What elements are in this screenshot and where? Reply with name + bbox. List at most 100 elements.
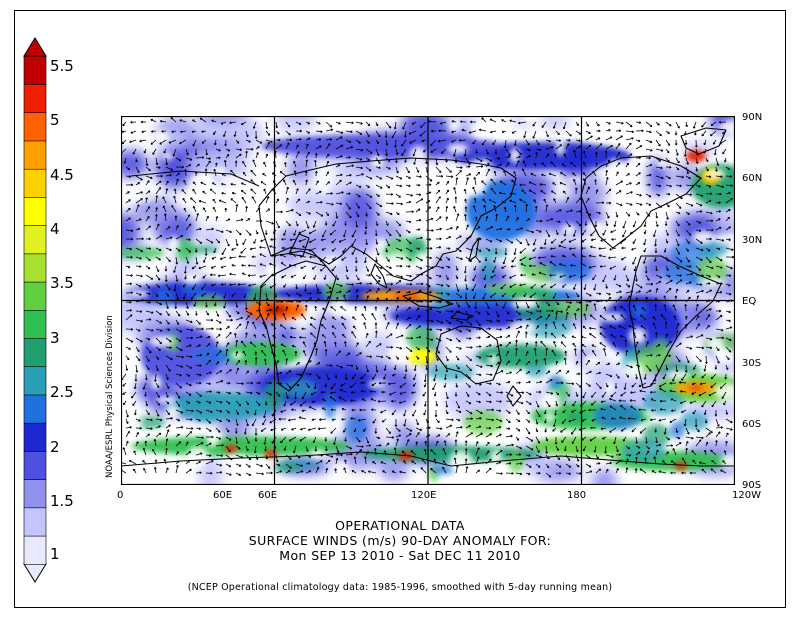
wind-vector xyxy=(515,238,522,245)
wind-vector xyxy=(725,216,730,222)
wind-vector xyxy=(551,190,557,195)
wind-vector-head xyxy=(604,150,607,153)
wind-vector-head xyxy=(259,253,262,256)
wind-vector-head xyxy=(204,168,207,171)
wind-vector-head xyxy=(247,134,249,137)
wind-vector-head xyxy=(368,123,371,126)
wind-vector xyxy=(355,166,363,169)
wind-vector xyxy=(590,246,597,249)
wind-vector-head xyxy=(595,189,598,192)
wind-vector-head xyxy=(397,171,399,174)
wind-vector-head xyxy=(544,243,547,246)
wind-vector xyxy=(320,256,327,263)
wind-vector xyxy=(365,139,370,144)
wind-vector-head xyxy=(223,160,226,163)
wind-vector xyxy=(445,181,450,186)
wind-vector xyxy=(385,193,393,195)
wind-vector xyxy=(242,161,247,168)
wind-vector xyxy=(541,174,547,177)
wind-vector xyxy=(253,238,257,244)
wind-vector xyxy=(321,238,327,241)
wind-vector xyxy=(250,188,257,195)
wind-vector-head xyxy=(184,169,186,172)
wind-vector xyxy=(475,148,478,154)
wind-vector-head xyxy=(391,136,395,139)
wind-vector-head xyxy=(160,174,163,177)
wind-vector-head xyxy=(591,239,594,242)
wind-vector-head xyxy=(318,138,322,140)
wind-vector xyxy=(229,256,237,259)
wind-vector xyxy=(394,139,397,148)
wind-vector xyxy=(725,209,731,213)
wind-vector-head xyxy=(516,217,519,219)
wind-vector xyxy=(635,145,643,150)
wind-vector-head xyxy=(188,238,191,241)
wind-vector xyxy=(221,183,227,186)
wind-vector xyxy=(490,130,497,133)
colorbar-swatch xyxy=(23,112,47,142)
wind-vector xyxy=(125,217,131,222)
wind-vector-head xyxy=(560,172,562,175)
wind-vector-head xyxy=(656,216,659,219)
wind-vector-head xyxy=(550,161,552,164)
wind-vector xyxy=(205,157,211,160)
wind-vector-head xyxy=(307,151,310,154)
wind-vector xyxy=(205,160,211,168)
wind-vector xyxy=(605,159,610,168)
wind-vector xyxy=(315,138,321,141)
wind-vector-head xyxy=(400,202,403,205)
wind-vector-head xyxy=(148,247,151,250)
wind-vector-head xyxy=(711,228,714,231)
wind-vector xyxy=(405,220,412,223)
wind-vector-head xyxy=(308,188,311,190)
wind-vector-head xyxy=(396,160,398,163)
wind-vector-head xyxy=(234,134,237,137)
wind-vector-head xyxy=(453,187,455,190)
wind-vectors xyxy=(121,117,735,478)
wind-vector-head xyxy=(667,217,669,220)
wind-vector-head xyxy=(279,254,282,257)
wind-vector xyxy=(245,151,248,159)
wind-vector-head xyxy=(283,233,286,236)
wind-vector xyxy=(665,157,670,163)
wind-vector xyxy=(684,148,687,157)
wind-vector-head xyxy=(190,158,193,161)
wind-vector-head xyxy=(352,235,355,238)
wind-vector-head xyxy=(146,163,149,166)
wind-vector xyxy=(725,184,733,187)
wind-vector-head xyxy=(278,131,280,135)
wind-vector xyxy=(265,220,274,225)
wind-vector xyxy=(181,189,187,195)
wind-vector xyxy=(605,170,608,177)
wind-vector-head xyxy=(161,131,164,133)
wind-vector-head xyxy=(390,192,394,195)
wind-vector-head xyxy=(490,159,493,162)
wind-vector xyxy=(695,202,703,207)
wind-vector-head xyxy=(299,137,302,140)
wind-vector xyxy=(175,256,178,265)
wind-vector xyxy=(501,119,507,123)
wind-vector-head xyxy=(675,143,678,146)
wind-vector xyxy=(413,157,417,165)
wind-vector xyxy=(485,162,490,168)
wind-vector-head xyxy=(309,212,311,215)
wind-vector xyxy=(465,247,473,251)
wind-vector-head xyxy=(214,162,217,165)
wind-vector-head xyxy=(540,247,543,250)
wind-vector-head xyxy=(359,141,361,144)
wind-vector xyxy=(441,148,447,154)
wind-vector-head xyxy=(569,276,572,278)
wind-vector-head xyxy=(466,177,469,180)
colorbar-swatch xyxy=(23,55,47,85)
wind-vector-head xyxy=(331,202,334,205)
wind-vector-head xyxy=(658,193,661,196)
wind-vector xyxy=(445,256,450,261)
wind-vector-head xyxy=(351,121,354,124)
wind-vector-head xyxy=(533,136,536,139)
wind-vector-head xyxy=(214,143,217,146)
wind-vector xyxy=(270,238,277,241)
wind-vector xyxy=(515,227,523,231)
wind-vector xyxy=(255,139,262,144)
wind-vector xyxy=(605,220,608,226)
wind-vector xyxy=(295,211,302,216)
